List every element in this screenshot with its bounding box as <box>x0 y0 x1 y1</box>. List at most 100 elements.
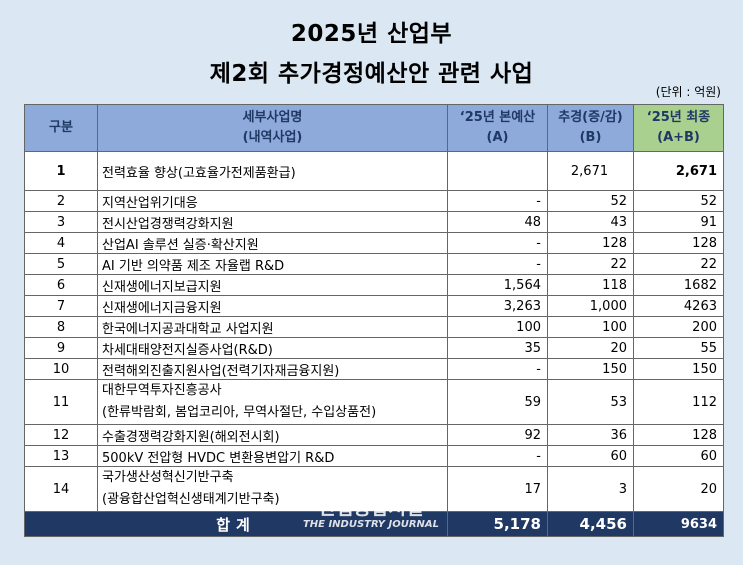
program-name: 전력효율 향상(고효율가전제품환급) <box>97 151 448 191</box>
base-budget-value <box>447 151 548 191</box>
supplementary-value: 128 <box>547 232 634 254</box>
base-budget-value: 3,263 <box>447 295 548 317</box>
row-number: 4 <box>24 232 98 254</box>
supplementary-value: 36 <box>547 424 634 446</box>
program-name: 전시산업경쟁력강화지원 <box>97 211 448 233</box>
program-name: AI 기반 의약품 제조 자율랩 R&D <box>97 253 448 275</box>
total-base-budget: 5,178 <box>447 511 548 537</box>
total-row: 합계 5,178 4,456 9634 <box>24 511 724 537</box>
base-budget-value: - <box>447 358 548 380</box>
final-budget-value: 22 <box>633 253 724 275</box>
table-row: 6 신재생에너지보급지원 1,564 118 1682 <box>24 274 724 296</box>
program-name: 전력해외진출지원사업(전력기자재금융지원) <box>97 358 448 380</box>
header-supplementary-label: 추경(증/감) <box>558 110 623 125</box>
supplementary-value: 52 <box>547 190 634 212</box>
table-row: 4 산업AI 솔루션 실증·확산지원 - 128 128 <box>24 232 724 254</box>
table-header-row: 구분 세부사업명 (내역사업) ‘25년 본예산 (A) 추경(증/감) (B)… <box>24 104 724 152</box>
row-number: 3 <box>24 211 98 233</box>
final-budget-value: 128 <box>633 424 724 446</box>
table-row: 11 대한무역투자진흥공사 (한류박람회, 봄업코리아, 무역사절단, 수입상품… <box>24 379 724 425</box>
table-row: 10 전력해외진출지원사업(전력기자재금융지원) - 150 150 <box>24 358 724 380</box>
supplementary-value: 150 <box>547 358 634 380</box>
budget-table: 구분 세부사업명 (내역사업) ‘25년 본예산 (A) 추경(증/감) (B)… <box>24 104 724 537</box>
supplementary-value: 53 <box>547 379 634 425</box>
page-title-line1: 2025년 산업부 <box>290 21 453 47</box>
final-budget-value: 200 <box>633 316 724 338</box>
program-name: 신재생에너지금융지원 <box>97 295 448 317</box>
program-name: 신재생에너지보급지원 <box>97 274 448 296</box>
total-supplementary: 4,456 <box>547 511 634 537</box>
row-number: 5 <box>24 253 98 275</box>
row-number: 14 <box>24 466 98 512</box>
program-name: 대한무역투자진흥공사 <box>102 383 222 398</box>
final-budget-value: 60 <box>633 445 724 467</box>
row-number: 9 <box>24 337 98 359</box>
table-row: 1 전력효율 향상(고효율가전제품환급) 2,671 2,671 <box>24 151 724 191</box>
base-budget-value: 17 <box>447 466 548 512</box>
final-budget-value: 20 <box>633 466 724 512</box>
header-program-name: 세부사업명 <box>242 110 303 125</box>
supplementary-value: 3 <box>547 466 634 512</box>
table-row: 3 전시산업경쟁력강화지원 48 43 91 <box>24 211 724 233</box>
supplementary-value: 43 <box>547 211 634 233</box>
row-number: 6 <box>24 274 98 296</box>
total-label: 합계 <box>24 511 448 537</box>
supplementary-value: 2,671 <box>547 151 634 191</box>
program-name: 지역산업위기대응 <box>97 190 448 212</box>
base-budget-value: 48 <box>447 211 548 233</box>
table-row: 14 국가생산성혁신기반구축 (광융합산업혁신생태계기반구축) 17 3 20 <box>24 466 724 512</box>
header-base-budget-label: ‘25년 본예산 <box>459 110 536 125</box>
supplementary-value: 1,000 <box>547 295 634 317</box>
row-number: 10 <box>24 358 98 380</box>
row-number: 11 <box>24 379 98 425</box>
page-title-line2: 제2회 추가경정예산안 관련 사업 <box>209 61 534 87</box>
base-budget-value: - <box>447 445 548 467</box>
total-final-budget: 9634 <box>633 511 724 537</box>
supplementary-value: 22 <box>547 253 634 275</box>
header-supplementary-code: (B) <box>579 130 602 145</box>
final-budget-value: 52 <box>633 190 724 212</box>
table-row: 2 지역산업위기대응 - 52 52 <box>24 190 724 212</box>
row-number: 12 <box>24 424 98 446</box>
row-number: 1 <box>24 151 98 191</box>
base-budget-value: - <box>447 253 548 275</box>
base-budget-value: 59 <box>447 379 548 425</box>
header-final-budget-label: ‘25년 최종 <box>646 110 711 125</box>
supplementary-value: 118 <box>547 274 634 296</box>
base-budget-value: - <box>447 190 548 212</box>
supplementary-value: 20 <box>547 337 634 359</box>
base-budget-value: 92 <box>447 424 548 446</box>
final-budget-value: 55 <box>633 337 724 359</box>
header-base-budget: ‘25년 본예산 (A) <box>447 104 548 152</box>
program-name: 500kV 전압형 HVDC 변환용변압기 R&D <box>97 445 448 467</box>
row-number: 7 <box>24 295 98 317</box>
program-sub-name: (광융합산업혁신생태계기반구축) <box>102 492 280 507</box>
header-program: 세부사업명 (내역사업) <box>97 104 448 152</box>
final-budget-value: 91 <box>633 211 724 233</box>
final-budget-value: 1682 <box>633 274 724 296</box>
table-row: 13 500kV 전압형 HVDC 변환용변압기 R&D - 60 60 <box>24 445 724 467</box>
base-budget-value: 1,564 <box>447 274 548 296</box>
header-final-budget: ‘25년 최종 (A+B) <box>633 104 724 152</box>
row-number: 13 <box>24 445 98 467</box>
base-budget-value: 35 <box>447 337 548 359</box>
supplementary-value: 60 <box>547 445 634 467</box>
program-name: 산업AI 솔루션 실증·확산지원 <box>97 232 448 254</box>
final-budget-value: 4263 <box>633 295 724 317</box>
header-base-budget-code: (A) <box>486 130 509 145</box>
row-number: 8 <box>24 316 98 338</box>
program-name: 차세대태양전지실증사업(R&D) <box>97 337 448 359</box>
table-row: 8 한국에너지공과대학교 사업지원 100 100 200 <box>24 316 724 338</box>
header-category: 구분 <box>24 104 98 152</box>
row-number: 2 <box>24 190 98 212</box>
header-supplementary: 추경(증/감) (B) <box>547 104 634 152</box>
program-name-cell: 대한무역투자진흥공사 (한류박람회, 봄업코리아, 무역사절단, 수입상품전) <box>97 379 448 425</box>
header-final-budget-code: (A+B) <box>657 130 700 145</box>
base-budget-value: - <box>447 232 548 254</box>
final-budget-value: 128 <box>633 232 724 254</box>
program-sub-name: (한류박람회, 봄업코리아, 무역사절단, 수입상품전) <box>102 405 377 420</box>
base-budget-value: 100 <box>447 316 548 338</box>
table-row: 5 AI 기반 의약품 제조 자율랩 R&D - 22 22 <box>24 253 724 275</box>
supplementary-value: 100 <box>547 316 634 338</box>
header-program-sub: (내역사업) <box>242 130 303 145</box>
